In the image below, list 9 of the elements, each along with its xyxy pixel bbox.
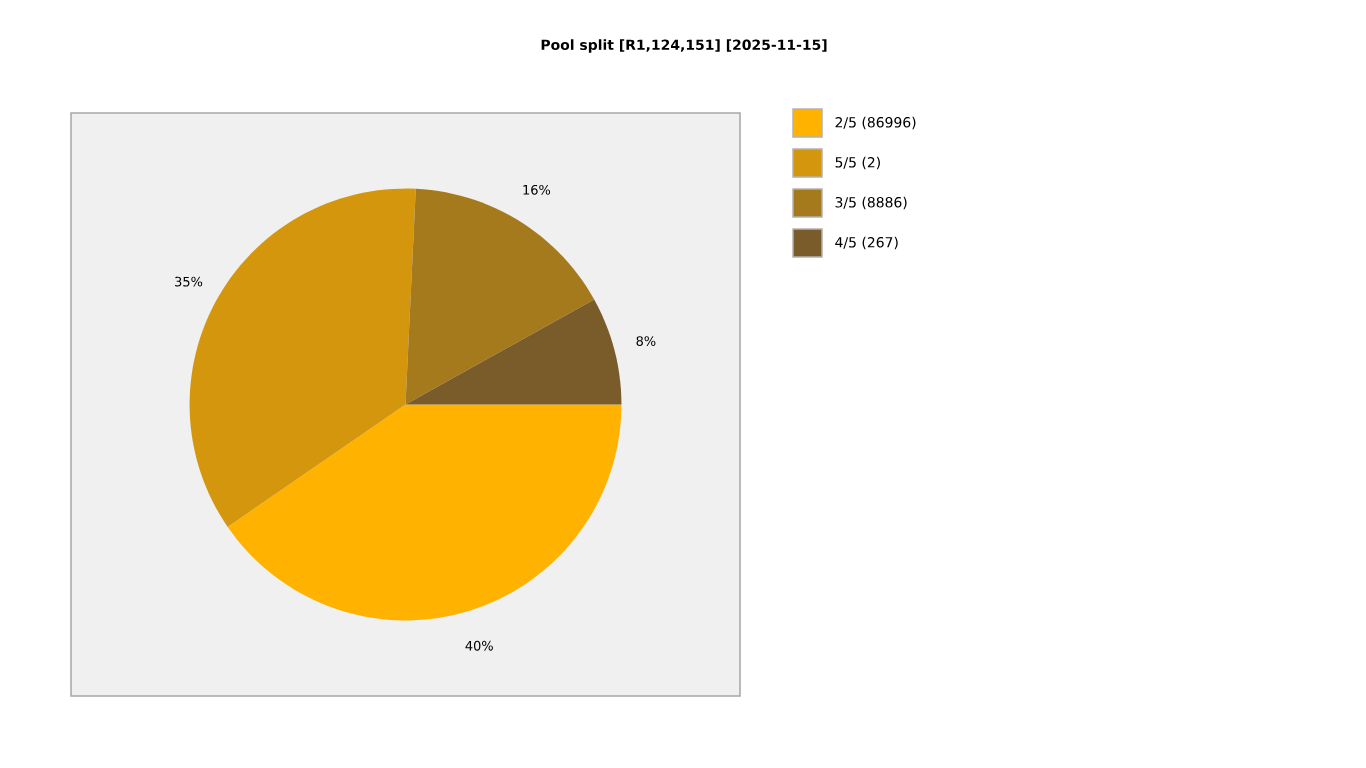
legend-label: 2/5 (86996) [835, 116, 916, 130]
data-label: 40% [465, 640, 493, 651]
data-label: 8% [636, 336, 656, 346]
data-label: 16% [523, 184, 551, 195]
legend-label: 3/5 (8886) [835, 196, 907, 210]
chart-title: Pool split [R1,124,151] [2025-11-15] [541, 39, 827, 53]
data-label: 35% [175, 276, 203, 287]
legend-label: 5/5 (2) [835, 156, 880, 170]
legend-label: 4/5 (267) [835, 236, 898, 250]
